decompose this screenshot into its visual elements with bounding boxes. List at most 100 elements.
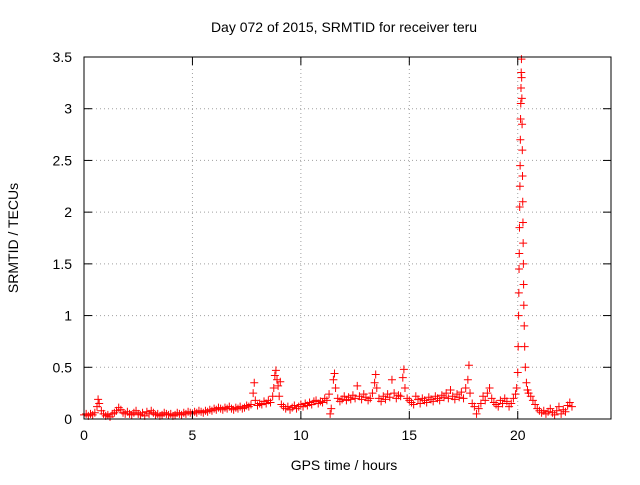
data-point <box>370 378 379 387</box>
data-point <box>94 395 103 404</box>
data-point <box>552 406 561 415</box>
data-point <box>519 301 528 310</box>
data-point <box>526 392 535 401</box>
data-point <box>520 342 529 351</box>
data-point <box>518 171 527 180</box>
data-point <box>464 361 473 370</box>
data-point <box>455 393 464 402</box>
data-point <box>483 389 492 398</box>
x-tick-label: 10 <box>293 427 309 443</box>
data-point <box>381 395 390 404</box>
data-point <box>502 397 511 406</box>
data-point <box>520 321 529 330</box>
data-point <box>481 396 490 405</box>
data-point <box>435 396 444 405</box>
data-point <box>377 397 386 406</box>
x-tick-label: 5 <box>189 427 197 443</box>
data-point <box>519 259 528 268</box>
data-point <box>275 392 284 401</box>
x-tick-label: 20 <box>510 427 526 443</box>
data-point <box>516 115 525 124</box>
data-point <box>250 378 259 387</box>
data-point <box>372 383 381 392</box>
data-point <box>266 398 275 407</box>
data-point <box>516 84 525 93</box>
data-point <box>476 399 485 408</box>
data-point <box>90 408 99 417</box>
data-point <box>351 394 360 403</box>
data-point <box>385 393 394 402</box>
data-point <box>518 197 527 206</box>
data-point <box>528 396 537 405</box>
data-point <box>479 392 488 401</box>
data-point <box>390 389 399 398</box>
data-point <box>329 375 338 384</box>
y-tick-label: 2.5 <box>53 152 73 168</box>
y-tick-label: 2 <box>64 204 72 220</box>
data-point <box>515 223 524 232</box>
data-point <box>561 407 570 416</box>
data-point <box>516 161 525 170</box>
data-point <box>422 398 431 407</box>
data-point <box>246 400 255 409</box>
data-point <box>514 288 523 297</box>
data-point <box>340 392 349 401</box>
data-point <box>440 393 449 402</box>
data-point <box>474 404 483 413</box>
data-point <box>446 386 455 395</box>
data-point <box>487 394 496 403</box>
data-point <box>514 311 523 320</box>
data-point <box>450 395 459 404</box>
x-tick-label: 15 <box>402 427 418 443</box>
data-point <box>470 402 479 411</box>
data-point <box>368 389 377 398</box>
y-axis-ticks: 0 0.5 1 1.5 2 2.5 3 3.5 <box>53 49 611 427</box>
data-point <box>399 365 408 374</box>
data-point <box>400 383 409 392</box>
data-point <box>518 218 527 227</box>
data-point <box>413 395 422 404</box>
data-point <box>318 398 327 407</box>
data-point <box>398 373 407 382</box>
data-point <box>554 402 563 411</box>
data-point <box>366 394 375 403</box>
data-point <box>95 399 104 408</box>
data-point <box>270 371 279 380</box>
data-point <box>511 390 520 399</box>
data-point <box>515 265 524 274</box>
y-tick-label: 3 <box>64 101 72 117</box>
y-tick-label: 0 <box>64 411 72 427</box>
data-point <box>512 383 521 392</box>
data-point <box>326 409 335 418</box>
data-point <box>461 383 470 392</box>
data-point <box>516 99 525 108</box>
data-point <box>513 368 522 377</box>
data-point <box>567 402 576 411</box>
y-tick-label: 0.5 <box>53 359 73 375</box>
data-point <box>515 249 524 258</box>
data-point <box>518 146 527 155</box>
x-tick-label: 0 <box>80 427 88 443</box>
data-point <box>519 239 528 248</box>
data-point <box>251 396 260 405</box>
y-tick-label: 1 <box>64 308 72 324</box>
data-point <box>416 399 425 408</box>
data-point <box>331 383 340 392</box>
data-point <box>396 392 405 401</box>
data-point <box>518 120 527 129</box>
data-points <box>80 55 576 421</box>
data-point <box>472 409 481 418</box>
data-point <box>346 395 355 404</box>
data-point <box>522 378 531 387</box>
x-axis-label: GPS time / hours <box>291 457 398 473</box>
data-point <box>521 363 530 372</box>
data-point <box>442 389 451 398</box>
data-point <box>515 202 524 211</box>
data-point <box>517 73 526 82</box>
data-point <box>531 400 540 409</box>
data-point <box>516 135 525 144</box>
data-point <box>357 395 366 404</box>
data-point <box>249 389 258 398</box>
data-point <box>517 94 526 103</box>
